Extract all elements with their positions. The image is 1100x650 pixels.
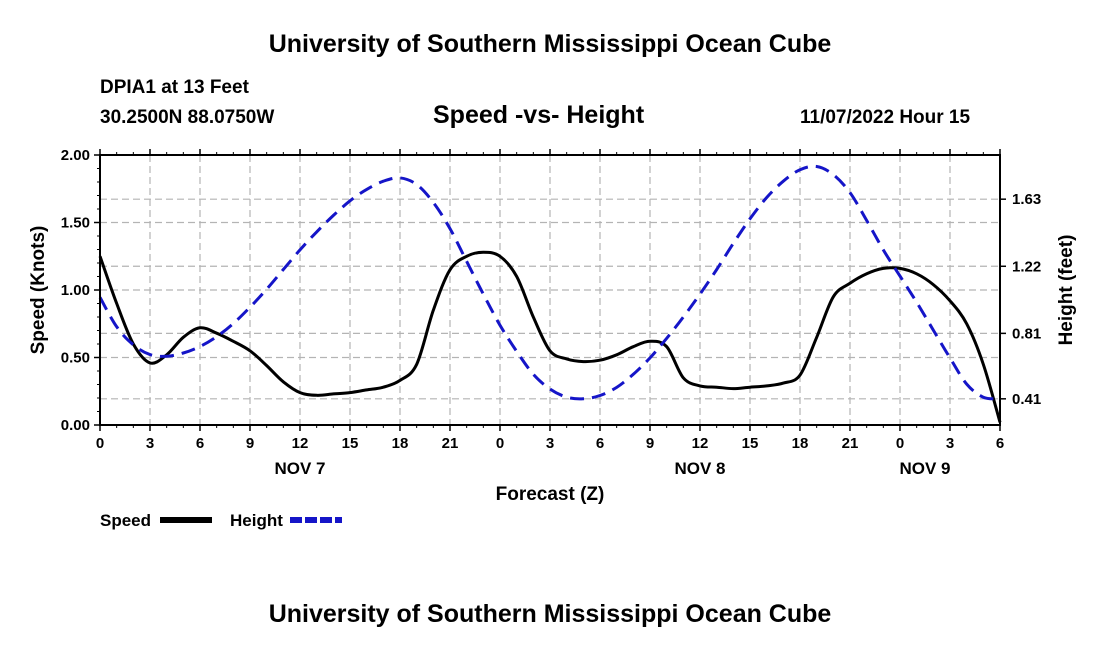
series-speed-line [98, 250, 1002, 423]
y-tick-label: 2.00 [61, 147, 90, 164]
x-tick-label: 3 [146, 435, 154, 452]
series-lines [98, 164, 1002, 423]
y2-tick-label: 0.81 [1012, 325, 1041, 342]
date-label: NOV 8 [674, 459, 725, 478]
y2-axis-ticks: 0.41 0.81 1.22 1.63 [1000, 191, 1041, 408]
date-label: NOV 9 [899, 459, 950, 478]
y-tick-label: 0.00 [61, 417, 90, 434]
x-tick-label: 18 [792, 435, 809, 452]
y-tick-label: 1.00 [61, 282, 90, 299]
y-axis-ticks: 0.00 0.50 1.00 1.50 2.00 [61, 147, 100, 434]
y-tick-label: 0.50 [61, 350, 90, 367]
grid-lines [100, 154, 1000, 425]
x-tick-label: 3 [546, 435, 554, 452]
x-tick-label: 12 [292, 435, 309, 452]
x-tick-label: 12 [692, 435, 709, 452]
x-tick-label: 9 [646, 435, 654, 452]
series-height-line [98, 164, 1001, 401]
y2-tick-label: 0.41 [1012, 391, 1041, 408]
x-tick-label: 0 [96, 435, 104, 452]
x-tick-label: 6 [596, 435, 604, 452]
datetime-label: 11/07/2022 Hour 15 [800, 107, 971, 128]
x-tick-label: 21 [842, 435, 859, 452]
report-title: University of Southern Mississippi Ocean… [268, 30, 832, 58]
plot-frame [99, 154, 1001, 426]
x-tick-label: 0 [496, 435, 504, 452]
y-axis-title: Speed (Knots) [28, 226, 49, 355]
legend: Speed Height [100, 511, 342, 530]
y2-tick-label: 1.63 [1012, 191, 1041, 208]
legend-speed-label: Speed [100, 511, 151, 530]
x-tick-label: 9 [246, 435, 254, 452]
x-tick-label: 18 [392, 435, 409, 452]
x-tick-label: 15 [342, 435, 359, 452]
x-tick-label: 15 [742, 435, 759, 452]
x-tick-label: 3 [946, 435, 954, 452]
location-label: 30.2500N 88.0750W [100, 107, 275, 128]
legend-height-label: Height [230, 511, 283, 530]
station-label: DPIA1 at 13 Feet [100, 77, 249, 98]
x-axis-title: Forecast (Z) [496, 484, 605, 505]
y2-axis-title: Height (feet) [1056, 235, 1077, 346]
x-tick-label: 21 [442, 435, 459, 452]
y2-tick-label: 1.22 [1012, 258, 1041, 275]
x-tick-label: 6 [196, 435, 204, 452]
date-label: NOV 7 [274, 459, 325, 478]
footer-title: University of Southern Mississippi Ocean… [268, 600, 832, 628]
x-tick-label: 0 [896, 435, 904, 452]
y-tick-label: 1.50 [61, 215, 90, 232]
chart-subtitle: Speed -vs- Height [433, 101, 645, 129]
x-tick-label: 6 [996, 435, 1004, 452]
